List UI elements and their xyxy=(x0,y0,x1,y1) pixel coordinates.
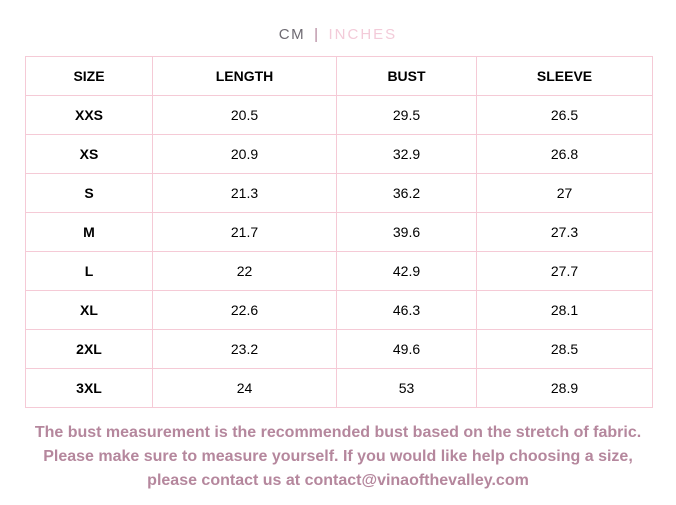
bust-value: 42.9 xyxy=(336,251,477,291)
unit-toggle-inches[interactable]: INCHES xyxy=(328,26,398,43)
table-row: XXS 20.5 29.5 26.5 xyxy=(25,95,653,135)
column-header-bust: BUST xyxy=(336,56,477,96)
length-value: 20.9 xyxy=(152,134,337,174)
size-label: XS xyxy=(25,134,153,174)
column-header-size: SIZE xyxy=(25,56,153,96)
bust-value: 36.2 xyxy=(336,173,477,213)
size-label: XL xyxy=(25,290,153,330)
sleeve-value: 27.3 xyxy=(476,212,653,252)
sleeve-value: 26.5 xyxy=(476,95,653,135)
length-value: 22 xyxy=(152,251,337,291)
table-row: 2XL 23.2 49.6 28.5 xyxy=(25,329,653,369)
column-header-sleeve: SLEEVE xyxy=(476,56,653,96)
size-label: XXS xyxy=(25,95,153,135)
size-chart-table: SIZE LENGTH BUST SLEEVE XXS 20.5 29.5 26… xyxy=(25,56,653,408)
sleeve-value: 28.5 xyxy=(476,329,653,369)
length-value: 22.6 xyxy=(152,290,337,330)
sleeve-value: 27 xyxy=(476,173,653,213)
bust-value: 46.3 xyxy=(336,290,477,330)
length-value: 23.2 xyxy=(152,329,337,369)
unit-toggle: CM | INCHES xyxy=(0,0,676,43)
table-row: L 22 42.9 27.7 xyxy=(25,251,653,291)
sleeve-value: 28.9 xyxy=(476,368,653,408)
bust-value: 53 xyxy=(336,368,477,408)
size-label: L xyxy=(25,251,153,291)
sleeve-value: 28.1 xyxy=(476,290,653,330)
size-label: 2XL xyxy=(25,329,153,369)
bust-value: 32.9 xyxy=(336,134,477,174)
unit-toggle-cm[interactable]: CM xyxy=(278,26,306,43)
bust-value: 39.6 xyxy=(336,212,477,252)
table-header-row: SIZE LENGTH BUST SLEEVE xyxy=(25,56,653,96)
bust-value: 29.5 xyxy=(336,95,477,135)
size-label: 3XL xyxy=(25,368,153,408)
measurement-note-line-2: Please make sure to measure yourself. If… xyxy=(43,448,633,465)
size-label: S xyxy=(25,173,153,213)
length-value: 20.5 xyxy=(152,95,337,135)
table-row: S 21.3 36.2 27 xyxy=(25,173,653,213)
length-value: 24 xyxy=(152,368,337,408)
length-value: 21.7 xyxy=(152,212,337,252)
measurement-note-line-3: please contact us at contact@vinaoftheva… xyxy=(147,472,529,489)
unit-toggle-separator: | xyxy=(314,26,320,43)
measurement-note: The bust measurement is the recommended … xyxy=(0,421,676,493)
column-header-length: LENGTH xyxy=(152,56,337,96)
table-row: XL 22.6 46.3 28.1 xyxy=(25,290,653,330)
sleeve-value: 27.7 xyxy=(476,251,653,291)
length-value: 21.3 xyxy=(152,173,337,213)
table-row: M 21.7 39.6 27.3 xyxy=(25,212,653,252)
table-row: XS 20.9 32.9 26.8 xyxy=(25,134,653,174)
table-row: 3XL 24 53 28.9 xyxy=(25,368,653,408)
measurement-note-line-1: The bust measurement is the recommended … xyxy=(34,424,642,441)
sleeve-value: 26.8 xyxy=(476,134,653,174)
size-label: M xyxy=(25,212,153,252)
bust-value: 49.6 xyxy=(336,329,477,369)
